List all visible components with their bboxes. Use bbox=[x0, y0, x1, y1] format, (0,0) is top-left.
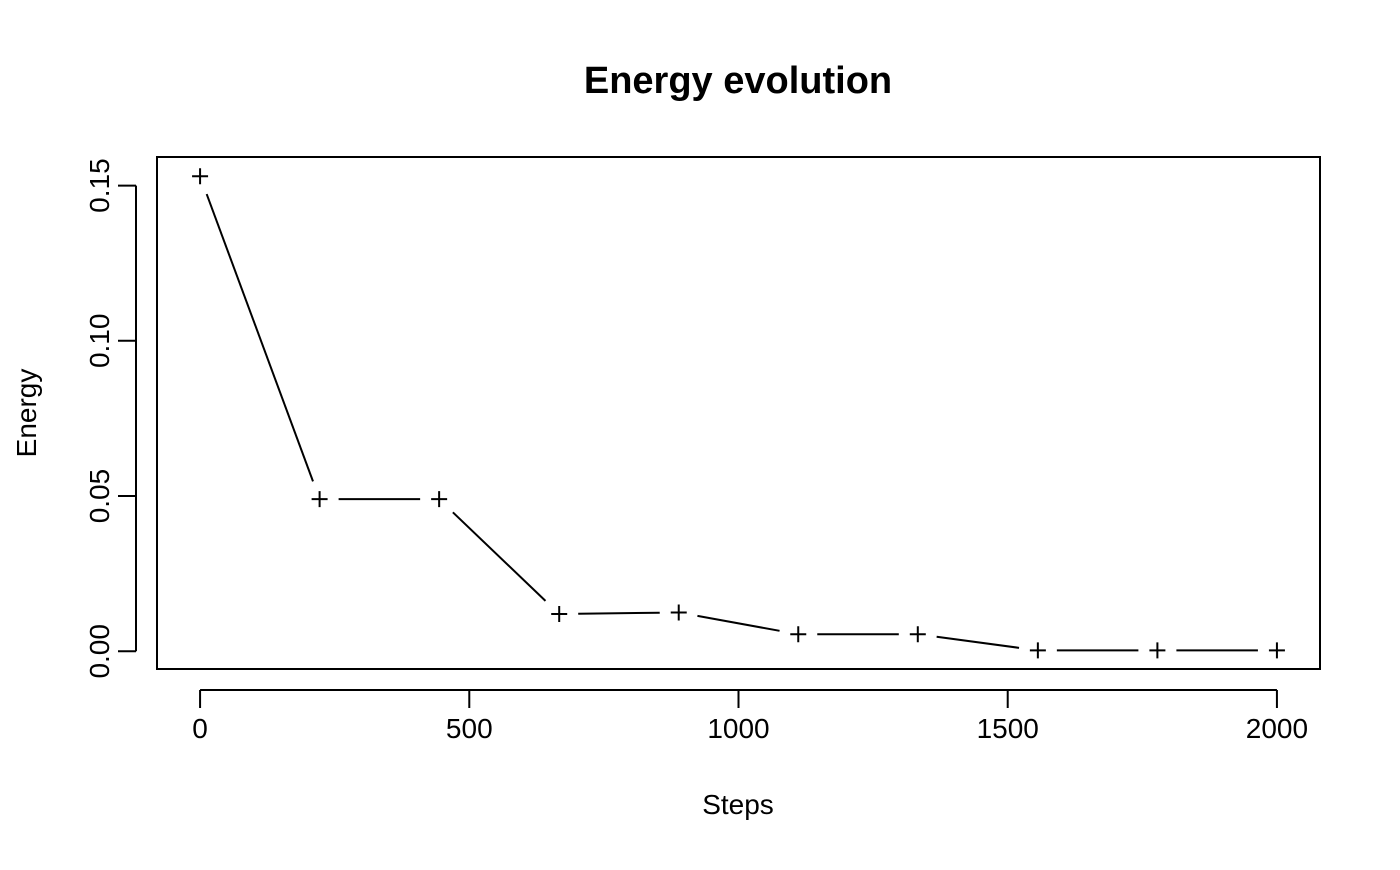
y-axis-label: Energy bbox=[11, 369, 42, 458]
data-point-marker bbox=[1268, 642, 1285, 659]
x-tick-label: 0 bbox=[192, 713, 208, 744]
series-line bbox=[205, 193, 1258, 652]
series-line-segment bbox=[452, 511, 547, 602]
series-line-segment bbox=[936, 635, 1020, 649]
series-points bbox=[192, 168, 1285, 659]
plot-frame bbox=[156, 156, 1321, 670]
series-line-segment bbox=[205, 193, 314, 482]
x-axis: 0 500 1000 1500 2000 bbox=[192, 689, 1308, 744]
data-point-marker bbox=[551, 606, 568, 623]
x-tick-label: 2000 bbox=[1246, 713, 1308, 744]
series-line-segment bbox=[578, 611, 660, 615]
data-point-marker bbox=[311, 491, 328, 508]
series-line-segment bbox=[697, 614, 780, 632]
data-point-marker bbox=[909, 626, 926, 643]
data-point-marker bbox=[431, 491, 448, 508]
data-point-marker bbox=[1149, 642, 1166, 659]
data-point-marker bbox=[192, 168, 209, 185]
y-tick-label: 0.05 bbox=[84, 469, 115, 524]
x-tick-label: 1500 bbox=[977, 713, 1039, 744]
data-point-marker bbox=[670, 604, 687, 621]
y-tick-label: 0.10 bbox=[84, 314, 115, 369]
x-axis-label: Steps bbox=[702, 789, 774, 820]
y-tick-label: 0.00 bbox=[84, 624, 115, 679]
data-point-marker bbox=[1029, 642, 1046, 659]
data-point-marker bbox=[790, 626, 807, 643]
y-axis: 0.00 0.05 0.10 0.15 bbox=[84, 158, 137, 679]
chart-title: Energy evolution bbox=[584, 60, 892, 102]
y-tick-label: 0.15 bbox=[84, 158, 115, 213]
x-tick-label: 1000 bbox=[707, 713, 769, 744]
x-tick-label: 500 bbox=[446, 713, 493, 744]
